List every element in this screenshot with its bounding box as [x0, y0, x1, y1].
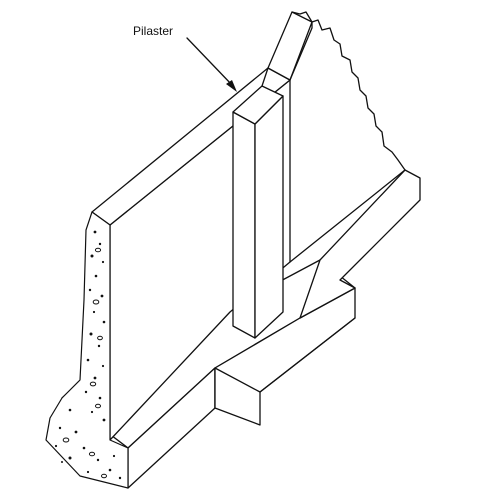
footing-back-step [299, 169, 421, 319]
aggregate-stones [62, 247, 107, 479]
wall-top-back [267, 11, 313, 81]
pilaster-callout: Pilaster [133, 24, 237, 92]
pilaster-leader-line [186, 37, 234, 87]
wall-section-cut [45, 211, 129, 489]
pilaster-column [232, 67, 284, 339]
pilaster-arrowhead [226, 80, 237, 92]
pilaster-pad-front [214, 367, 261, 426]
pilaster-side [254, 95, 284, 339]
concrete-section [45, 211, 129, 489]
pilaster-front [232, 111, 256, 339]
pilaster-label: Pilaster [133, 24, 173, 38]
pilaster-top [232, 85, 284, 125]
wall-broken-edge [291, 11, 406, 171]
pilaster-footing-pad [214, 317, 356, 426]
aggregate-pattern [54, 230, 122, 480]
